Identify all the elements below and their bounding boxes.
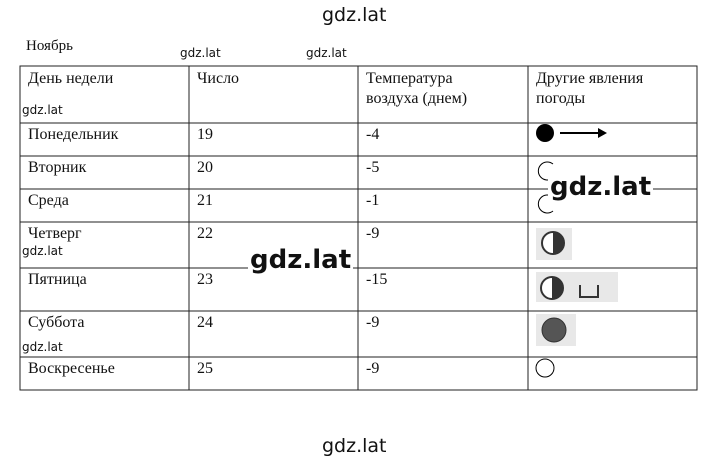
table-cell: 22: [197, 225, 213, 242]
header-cell: Температура воздуха (днем): [366, 70, 468, 107]
table-cell: Вторник: [28, 159, 87, 176]
table-cell: Четверг: [28, 225, 82, 242]
header-cell: Другие явления погоды: [536, 70, 644, 107]
table-cell: -9: [366, 314, 380, 331]
header-cell: День недели: [28, 70, 114, 87]
table-cell: -9: [366, 225, 380, 242]
table-cell: 25: [197, 360, 213, 377]
table-grid: [19, 65, 698, 391]
icon-clear: [535, 358, 555, 378]
icon-partly-cloudy-half: [553, 232, 564, 254]
watermark: gdz.lat: [322, 435, 387, 457]
watermark: gdz.lat: [306, 46, 347, 60]
table-cell: 23: [197, 271, 213, 288]
table-cell: -4: [366, 126, 380, 143]
table-cell: Пятница: [28, 271, 87, 288]
watermark: gdz.lat: [22, 103, 63, 117]
watermark: gdz.lat: [248, 245, 354, 275]
watermark: gdz.lat: [180, 46, 221, 60]
table-cell: -1: [366, 192, 380, 209]
icon-wind-head: [598, 128, 607, 138]
table-cell: Понедельник: [28, 126, 119, 143]
table-cell: Среда: [28, 192, 69, 209]
table-cell: -9: [366, 360, 380, 377]
table-cell: Воскресенье: [28, 360, 115, 377]
watermark: gdz.lat: [22, 244, 63, 258]
table-cell: Суббота: [28, 314, 85, 331]
document-title: Ноябрь: [26, 38, 73, 54]
watermark: gdz.lat: [548, 172, 654, 202]
icon-partly-cloudy-half: [552, 277, 563, 299]
icon-snow-cover: [579, 285, 599, 298]
icon-overcast: [536, 124, 554, 142]
table-cell: -15: [366, 271, 388, 288]
table-cell: 21: [197, 192, 213, 209]
header-cell: Число: [197, 70, 240, 87]
watermark: gdz.lat: [322, 4, 387, 26]
watermark: gdz.lat: [22, 340, 63, 354]
table-cell: -5: [366, 159, 380, 176]
icon-cloudy: [541, 317, 567, 343]
table-cell: 20: [197, 159, 213, 176]
table-cell: 24: [197, 314, 213, 331]
weather-icons: [535, 124, 618, 378]
table-cell: 19: [197, 126, 213, 143]
